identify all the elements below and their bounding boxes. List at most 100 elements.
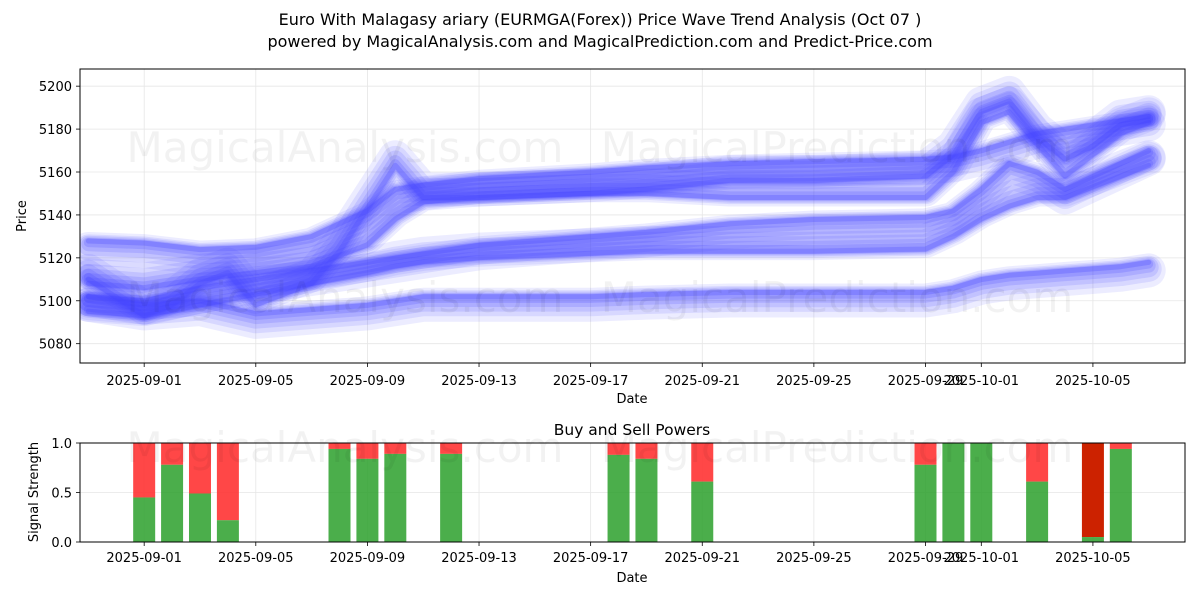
- wave-line-band-mid-2: [80, 140, 1166, 325]
- wave-line-band-upper-2: [80, 86, 1166, 297]
- signal-y-tick-label: 0.5: [51, 487, 72, 502]
- sell-power-bar: [216, 443, 239, 521]
- buy-power-bar: [914, 464, 937, 542]
- wave-line-wave-spike: [80, 75, 1166, 325]
- wave-line-band-lower-1: [81, 258, 1156, 325]
- sell-power-bar: [635, 443, 658, 459]
- wave-line-band-mid-2: [80, 150, 1159, 321]
- wave-line-band-lower-1: [83, 259, 1154, 320]
- buy-power-bar: [635, 458, 658, 542]
- wave-line-band-mid-2: [80, 145, 1162, 323]
- wave-line-band-upper-1: [80, 107, 1166, 275]
- buy-power-bar: [691, 481, 714, 542]
- wave-line-band-mid-1: [81, 147, 1156, 312]
- price-watermarks: MagicalAnalysis.com MagicalPrediction.co…: [127, 123, 1074, 322]
- wave-line-band-upper-2: [80, 92, 1162, 295]
- buy-power-bar: [384, 453, 407, 542]
- price-x-tick-label: 2025-10-05: [1055, 374, 1131, 389]
- watermark-analysis-mid: MagicalAnalysis.com: [127, 273, 564, 322]
- price-y-tick-label: 5080: [39, 338, 72, 353]
- signal-bars: [133, 443, 1132, 542]
- sell-power-bar: [1026, 443, 1049, 482]
- wave-line-wave-spike: [85, 98, 1152, 318]
- wave-line-band-lower-1: [80, 255, 1162, 334]
- price-x-tick-label: 2025-09-21: [664, 374, 740, 389]
- signal-y-axis-label: Signal Strength: [27, 442, 42, 542]
- price-y-ticks: 5080 5100 5120 5140 5160 5180 5200: [39, 80, 80, 353]
- signal-x-tick-label: 2025-10-01: [944, 551, 1020, 566]
- wave-line-band-upper-2: [80, 96, 1159, 293]
- price-x-tick-label: 2025-09-13: [441, 374, 517, 389]
- sell-power-bar: [607, 443, 630, 455]
- price-y-tick-label: 5140: [39, 209, 72, 224]
- signal-y-tick-label: 1.0: [51, 437, 72, 452]
- sell-power-bar: [440, 443, 463, 454]
- signal-x-tick-label: 2025-09-01: [106, 551, 182, 566]
- signal-watermarks: MagicalAnalysis.com MagicalPrediction.co…: [127, 423, 1074, 472]
- signal-x-tick-label: 2025-09-05: [218, 551, 294, 566]
- sell-power-bar: [356, 443, 379, 459]
- price-x-tick-label: 2025-10-01: [944, 374, 1020, 389]
- wave-line-wave-spike: [83, 94, 1154, 319]
- sell-power-bar: [328, 443, 351, 449]
- price-x-tick-label: 2025-09-01: [106, 374, 182, 389]
- wave-line-band-lower-1: [85, 259, 1152, 317]
- wave-line-band-mid-1: [80, 144, 1162, 321]
- price-y-axis-label: Price: [15, 200, 30, 232]
- wave-line-wave-spike: [81, 90, 1156, 320]
- chart-title-line2: powered by MagicalAnalysis.com and Magic…: [267, 32, 933, 51]
- price-x-tick-label: 2025-09-29: [888, 374, 964, 389]
- sell-power-bar: [691, 443, 714, 482]
- signal-x-tick-label: 2025-09-09: [330, 551, 406, 566]
- signal-x-tick-label: 2025-09-25: [776, 551, 852, 566]
- price-y-tick-label: 5200: [39, 80, 72, 95]
- wave-line-band-upper-2: [81, 101, 1156, 292]
- buy-power-bar: [328, 448, 351, 542]
- signal-x-tick-label: 2025-09-21: [664, 551, 740, 566]
- buy-power-bar: [356, 458, 379, 542]
- wave-line-band-upper-1: [85, 114, 1152, 253]
- signal-x-tick-label: 2025-09-13: [441, 551, 517, 566]
- wave-line-band-mid-1: [83, 147, 1154, 308]
- price-y-tick-label: 5120: [39, 252, 72, 267]
- sell-power-bar: [914, 443, 937, 465]
- buy-power-bar: [1109, 448, 1132, 542]
- buy-power-bar: [161, 464, 184, 542]
- signal-x-tick-label: 2025-10-05: [1055, 551, 1131, 566]
- wave-line-wave-spike: [80, 81, 1162, 323]
- sell-power-bar: [1081, 443, 1104, 538]
- signal-x-axis-label: Date: [616, 571, 647, 586]
- price-y-tick-label: 5100: [39, 295, 72, 310]
- sell-power-bar: [188, 443, 211, 494]
- sell-power-bar: [1109, 443, 1132, 449]
- chart-title-line1: Euro With Malagasy ariary (EURMGA(Forex)…: [278, 10, 922, 29]
- buy-power-bar: [970, 443, 993, 542]
- buy-power-bar: [1026, 481, 1049, 542]
- signal-y-tick-label: 0.0: [51, 536, 72, 551]
- price-x-tick-label: 2025-09-09: [330, 374, 406, 389]
- wave-line-band-mid-2: [85, 162, 1152, 318]
- price-y-tick-label: 5160: [39, 166, 72, 181]
- price-axes-frame: [79, 68, 1186, 364]
- buy-power-bar: [133, 497, 156, 542]
- buy-power-bar: [216, 520, 239, 542]
- sell-power-bar: [161, 443, 184, 465]
- price-x-tick-label: 2025-09-25: [776, 374, 852, 389]
- wave-line-band-upper-1: [80, 109, 1162, 269]
- price-grid: [80, 69, 1185, 363]
- wave-line-band-upper-1: [80, 111, 1159, 265]
- signal-x-tick-label: 2025-09-17: [553, 551, 629, 566]
- price-x-tick-label: 2025-09-05: [218, 374, 294, 389]
- price-plot-area: [80, 69, 1185, 363]
- watermark-analysis-bottom: MagicalAnalysis.com: [127, 423, 564, 472]
- wave-line-band-mid-2: [81, 155, 1156, 320]
- buy-power-bar: [440, 453, 463, 542]
- wave-line-band-lower-1: [80, 257, 1159, 329]
- signal-x-ticks: 2025-09-01 2025-09-05 2025-09-09 2025-09-13…: [106, 542, 1131, 566]
- buy-power-bar: [607, 454, 630, 542]
- watermark-prediction-mid: MagicalPrediction.com: [601, 273, 1074, 322]
- wave-line-band-upper-1: [81, 112, 1156, 260]
- wave-line-band-upper-2: [85, 109, 1152, 291]
